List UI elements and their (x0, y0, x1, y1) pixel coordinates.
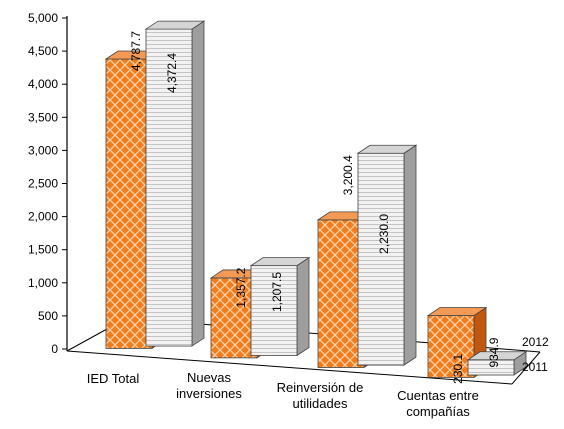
category-label: Nuevas inversiones (176, 370, 242, 401)
data-label-2012-0: 4,372.4 (165, 53, 179, 93)
floor-right-edge (511, 351, 541, 385)
bar-top (466, 351, 528, 361)
bar-2011-3 (466, 351, 528, 376)
data-label-2012-2: 2,230.0 (377, 214, 391, 254)
y-tick-label: 1,000 (28, 276, 58, 290)
y-tick-label: 500 (38, 309, 58, 323)
y-tick-label: 1,500 (28, 243, 58, 257)
data-label-2011-0: 4,787.7 (129, 31, 143, 71)
series-depth-label: 2012 (522, 335, 549, 349)
bar-front (357, 152, 405, 366)
y-tick-label: 2,000 (28, 210, 58, 224)
bar-side (191, 20, 205, 347)
bar-side (403, 144, 417, 366)
y-tick-label: 4,500 (28, 44, 58, 58)
y-tick-label: 5,000 (28, 11, 58, 25)
y-tick-label: 3,500 (28, 110, 58, 124)
data-label-2012-3: 934.9 (487, 337, 501, 367)
bar-2011-0 (144, 20, 206, 347)
data-label-2011-1: 1,357.2 (234, 267, 248, 307)
y-tick-label: 3,000 (28, 143, 58, 157)
bar-front (427, 315, 475, 378)
y-tick-label: 4,000 (28, 77, 58, 91)
bar-top (356, 144, 418, 154)
bar-2011-1 (249, 256, 311, 357)
bar-front (250, 265, 298, 356)
bar-front (145, 28, 193, 347)
bar-2011-2 (356, 144, 418, 366)
data-label-2011-3: 230.1 (451, 353, 465, 383)
bar-front (317, 219, 365, 368)
category-label: Cuentas entre compañías (397, 388, 479, 419)
x-axis-line (66, 350, 513, 385)
category-label: IED Total (87, 371, 140, 386)
data-label-2011-2: 3,200.4 (341, 155, 355, 195)
bar-top (249, 257, 311, 267)
y-tick-label: 0 (51, 342, 58, 356)
data-label-2012-1: 1,207.5 (270, 272, 284, 312)
bar-side (296, 256, 310, 357)
series-depth-label: 2011 (522, 360, 548, 374)
y-tick-label: 2,500 (28, 177, 58, 191)
bar-top (144, 20, 206, 30)
bar-front (210, 277, 258, 359)
category-label: Reinversión de utilidades (277, 380, 364, 411)
bar-top (426, 307, 488, 316)
bar-front (105, 58, 153, 349)
